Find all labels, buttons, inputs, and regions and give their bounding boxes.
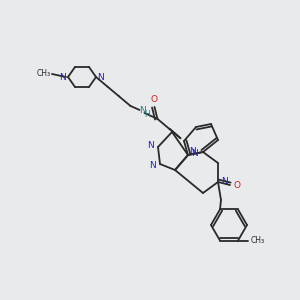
Text: H: H bbox=[145, 110, 150, 119]
Text: N: N bbox=[60, 73, 66, 82]
Text: O: O bbox=[233, 181, 241, 190]
Text: O: O bbox=[151, 95, 158, 104]
Text: N: N bbox=[190, 146, 196, 155]
Text: N: N bbox=[139, 106, 146, 116]
Text: N: N bbox=[192, 149, 198, 158]
Text: CH₃: CH₃ bbox=[251, 236, 265, 245]
Text: CH₃: CH₃ bbox=[37, 70, 51, 79]
Text: N: N bbox=[98, 73, 104, 82]
Text: N: N bbox=[148, 142, 154, 151]
Text: N: N bbox=[150, 160, 156, 169]
Text: N: N bbox=[220, 178, 227, 187]
